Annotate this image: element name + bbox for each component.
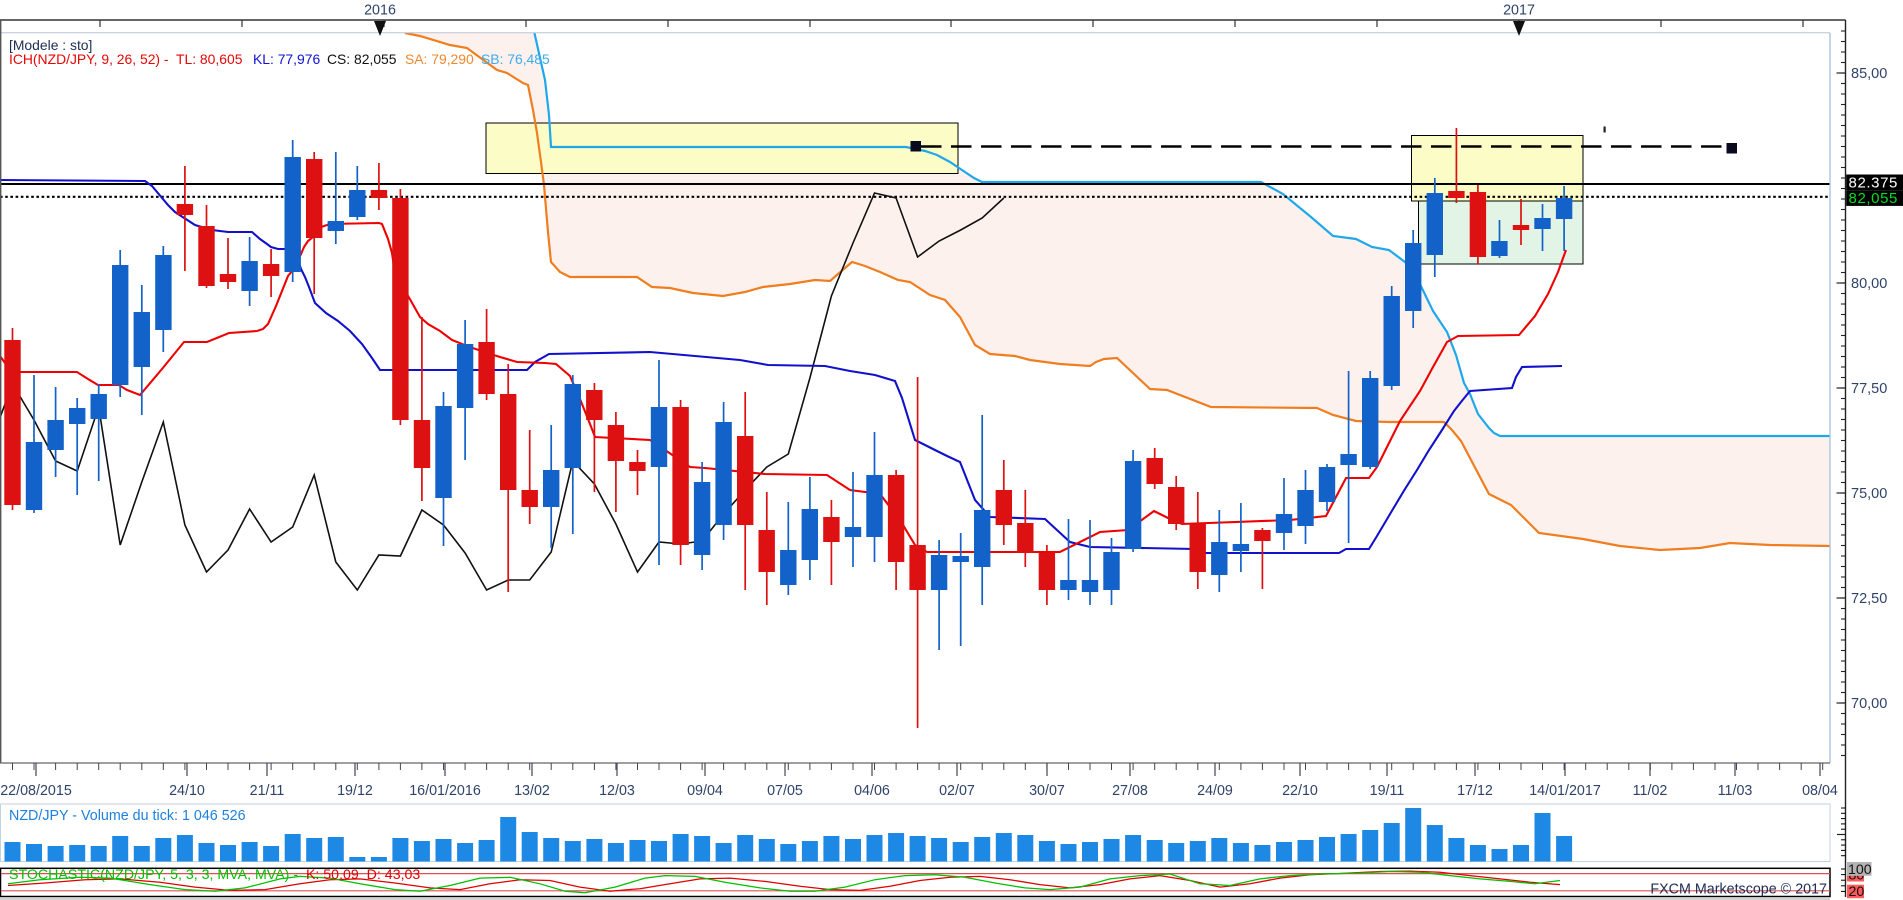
svg-text:85,00: 85,00 — [1851, 66, 1887, 82]
svg-text:13/02: 13/02 — [514, 783, 550, 799]
svg-text:2017: 2017 — [1503, 3, 1535, 19]
svg-text:70,00: 70,00 — [1851, 696, 1887, 712]
svg-text:KL: 77,976: KL: 77,976 — [253, 51, 320, 67]
svg-text:SA: 79,290: SA: 79,290 — [405, 51, 474, 67]
svg-text:09/04: 09/04 — [687, 783, 723, 799]
svg-text:11/03: 11/03 — [1718, 783, 1753, 799]
svg-text:19/11: 19/11 — [1370, 783, 1405, 799]
svg-text:TL: 80,605: TL: 80,605 — [176, 51, 243, 67]
svg-text:20: 20 — [1849, 884, 1865, 900]
svg-text:75,00: 75,00 — [1851, 486, 1887, 502]
svg-text:16/01/2016: 16/01/2016 — [409, 783, 481, 799]
svg-text:80,00: 80,00 — [1851, 276, 1887, 292]
svg-text:2016: 2016 — [364, 3, 396, 19]
svg-text:30/07: 30/07 — [1029, 783, 1065, 799]
svg-text:72,50: 72,50 — [1851, 591, 1887, 607]
svg-text:77,50: 77,50 — [1851, 381, 1887, 397]
svg-text:STOCHASTIC(NZD/JPY, 5, 3, 3, M: STOCHASTIC(NZD/JPY, 5, 3, 3, MVA, MVA) -… — [9, 867, 420, 883]
svg-text:82,055: 82,055 — [1849, 190, 1898, 207]
svg-text:12/03: 12/03 — [599, 783, 635, 799]
svg-text:CS: 82,055: CS: 82,055 — [327, 51, 397, 67]
svg-text:17/12: 17/12 — [1457, 783, 1493, 799]
svg-text:08/04: 08/04 — [1802, 783, 1838, 799]
svg-text:[Modele : sto]: [Modele : sto] — [9, 37, 92, 53]
svg-text:100: 100 — [1848, 862, 1872, 878]
svg-text:22/08/2015: 22/08/2015 — [0, 783, 72, 799]
svg-text:02/07: 02/07 — [939, 783, 975, 799]
svg-text:ICH(NZD/JPY, 9, 26, 52) -: ICH(NZD/JPY, 9, 26, 52) - — [9, 51, 169, 67]
svg-text:04/06: 04/06 — [854, 783, 890, 799]
svg-text:19/12: 19/12 — [337, 783, 373, 799]
svg-text:82.375: 82.375 — [1849, 175, 1898, 192]
svg-text:SB: 76,485: SB: 76,485 — [481, 51, 550, 67]
svg-text:14/01/2017: 14/01/2017 — [1529, 783, 1601, 799]
svg-text:07/05: 07/05 — [767, 783, 803, 799]
svg-text:22/10: 22/10 — [1282, 783, 1318, 799]
svg-text:27/08: 27/08 — [1112, 783, 1148, 799]
svg-text:11/02: 11/02 — [1633, 783, 1668, 799]
svg-text:24/09: 24/09 — [1197, 783, 1233, 799]
svg-text:NZD/JPY - Volume du tick: 1 04: NZD/JPY - Volume du tick: 1 046 526 — [9, 808, 246, 824]
svg-text:21/11: 21/11 — [250, 783, 285, 799]
svg-text:24/10: 24/10 — [169, 783, 205, 799]
svg-text:FXCM Marketscope © 2017: FXCM Marketscope © 2017 — [1650, 882, 1827, 898]
